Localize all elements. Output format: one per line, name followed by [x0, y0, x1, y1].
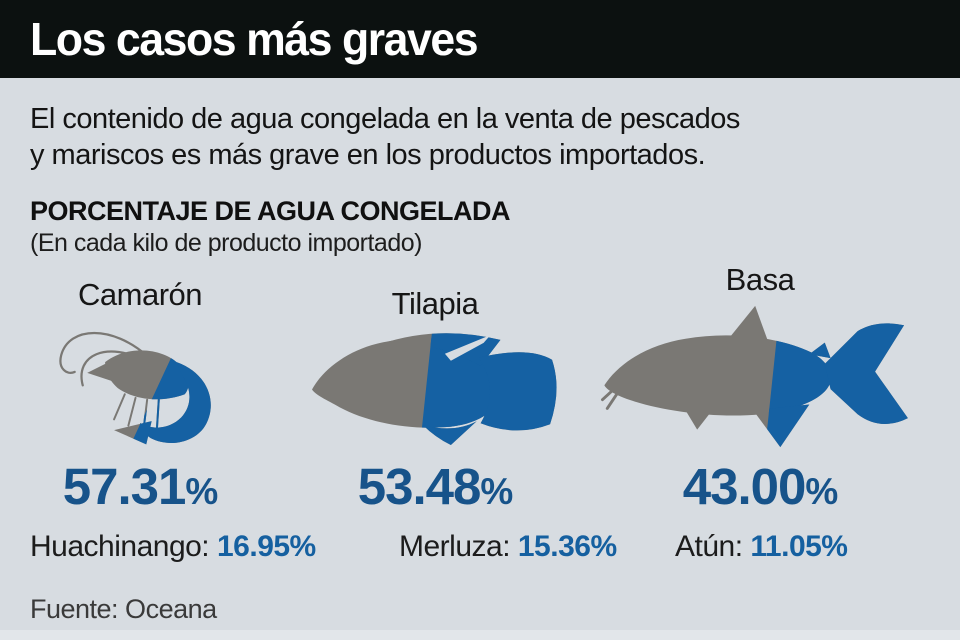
header-bar: Los casos más graves [0, 0, 960, 78]
secondary-value: 16.95% [216, 529, 316, 563]
secondary-atun: Atún: 11.05% [675, 529, 848, 564]
secondary-label: Merluza: [399, 529, 518, 563]
tilapia-icon [306, 328, 564, 449]
fish-value-number: 57.31 [62, 457, 187, 515]
percent-sign: % [805, 470, 838, 512]
intro-line-1: El contenido de agua congelada en la ven… [30, 103, 740, 135]
fish-value-basa: 43.00% [682, 457, 839, 516]
column-camaron: Camarón [0, 264, 280, 516]
source-credit: Fuente: Oceana [30, 593, 217, 624]
section-heading: PORCENTAJE DE AGUA CONGELADA (En cada ki… [0, 174, 960, 258]
secondary-label: Atún: [675, 529, 751, 563]
shrimp-icon [55, 319, 225, 449]
fish-value-camaron: 57.31% [62, 457, 219, 516]
secondary-value: 15.36% [517, 529, 617, 563]
secondary-label: Huachinango: [30, 529, 217, 563]
fish-value-number: 43.00 [682, 457, 807, 515]
column-basa: Basa [590, 261, 930, 516]
fish-value-tilapia: 53.48% [357, 457, 514, 516]
fish-label-basa: Basa [725, 261, 795, 297]
intro-paragraph: El contenido de agua congelada en la ven… [0, 78, 960, 174]
intro-line-2: y mariscos es más grave en los productos… [30, 138, 706, 171]
percent-sign: % [480, 470, 513, 512]
fish-columns: Camarón [0, 261, 960, 516]
secondary-values-row: Huachinango: 16.95% Merluza: 15.36% Atún… [0, 530, 960, 572]
chart-title: PORCENTAJE DE AGUA CONGELADA [30, 195, 511, 226]
secondary-merluza: Merluza: 15.36% [399, 530, 617, 564]
column-tilapia: Tilapia [280, 264, 590, 516]
bottom-strip [0, 630, 960, 640]
percent-sign: % [185, 470, 218, 512]
page-title: Los casos más graves [30, 13, 479, 65]
chart-subtitle: (En cada kilo de producto importado) [30, 228, 422, 257]
tilapia-fin-notch [444, 334, 491, 361]
fish-label-tilapia: Tilapia [391, 285, 479, 321]
basa-icon [600, 304, 920, 449]
fish-value-number: 53.48 [357, 457, 482, 515]
secondary-huachinango: Huachinango: 16.95% [30, 530, 316, 564]
fish-label-camaron: Camarón [78, 276, 203, 312]
secondary-value: 11.05% [750, 529, 848, 563]
